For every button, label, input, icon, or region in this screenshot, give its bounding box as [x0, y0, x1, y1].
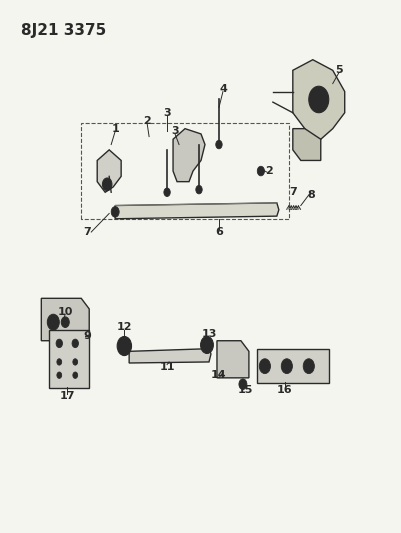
Text: 7: 7	[288, 187, 296, 197]
Circle shape	[215, 140, 222, 149]
Text: 6: 6	[215, 227, 222, 237]
Polygon shape	[217, 341, 248, 378]
Circle shape	[61, 317, 69, 327]
Text: 10: 10	[57, 306, 73, 317]
Text: 2: 2	[264, 166, 272, 176]
Circle shape	[302, 359, 314, 374]
Circle shape	[57, 372, 61, 378]
Polygon shape	[256, 349, 328, 383]
Text: 12: 12	[116, 322, 132, 333]
Circle shape	[121, 342, 127, 350]
Text: 3: 3	[171, 126, 178, 136]
Text: 1: 1	[111, 124, 119, 134]
Circle shape	[204, 341, 209, 349]
Circle shape	[111, 207, 119, 217]
Circle shape	[200, 336, 213, 353]
Circle shape	[308, 86, 328, 113]
Circle shape	[57, 359, 61, 365]
Text: 9: 9	[83, 332, 91, 342]
Circle shape	[56, 339, 62, 348]
Circle shape	[257, 166, 264, 176]
Text: 5: 5	[334, 66, 342, 75]
Text: 4: 4	[219, 84, 226, 94]
Text: 15: 15	[237, 384, 252, 394]
Polygon shape	[97, 150, 121, 192]
Text: 13: 13	[201, 329, 216, 340]
Circle shape	[306, 363, 310, 369]
Polygon shape	[292, 128, 320, 160]
Text: 11: 11	[159, 362, 174, 372]
Text: 3: 3	[163, 108, 170, 118]
Circle shape	[238, 379, 246, 390]
Circle shape	[47, 314, 59, 330]
Polygon shape	[49, 330, 89, 389]
Polygon shape	[172, 128, 205, 182]
Polygon shape	[41, 298, 89, 341]
Text: 16: 16	[276, 384, 292, 394]
Circle shape	[73, 372, 77, 378]
Text: 8: 8	[306, 190, 314, 200]
Circle shape	[102, 178, 112, 191]
Circle shape	[117, 336, 131, 356]
Text: 8J21 3375: 8J21 3375	[21, 22, 106, 38]
Polygon shape	[129, 349, 211, 363]
Circle shape	[281, 359, 292, 374]
Circle shape	[259, 359, 270, 374]
Text: 2: 2	[143, 116, 151, 126]
Circle shape	[164, 188, 170, 197]
Polygon shape	[292, 60, 344, 139]
Text: 7: 7	[83, 227, 91, 237]
Circle shape	[195, 185, 202, 194]
Circle shape	[73, 359, 77, 365]
Polygon shape	[115, 203, 278, 219]
Text: 17: 17	[59, 391, 75, 401]
Text: 14: 14	[211, 370, 226, 380]
Circle shape	[72, 339, 78, 348]
Circle shape	[284, 363, 288, 369]
Circle shape	[262, 363, 267, 369]
